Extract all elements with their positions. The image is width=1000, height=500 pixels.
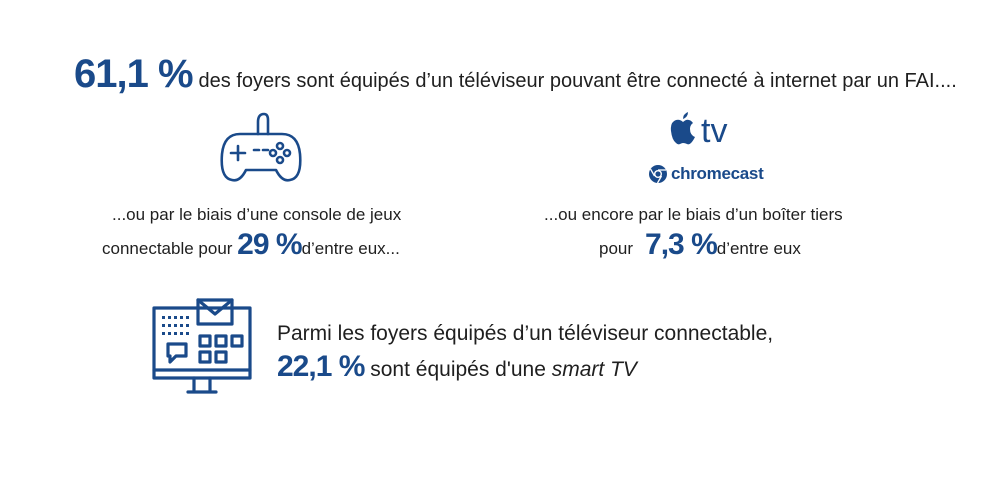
console-prefix: connectable pour xyxy=(102,239,233,258)
appletv-logo: tv xyxy=(670,112,727,150)
console-line1: ...ou par le biais d’une console de jeux xyxy=(112,205,402,224)
console-suffix: d’entre eux... xyxy=(301,239,400,258)
smart-tv-line1: Parmi les foyers équipés d’un téléviseur… xyxy=(277,322,774,345)
console-line2: connectable pour 29 %d’entre eux... xyxy=(102,228,400,262)
box-line2: pour 7,3 %d’entre eux xyxy=(599,228,801,262)
chromecast-logo: chromecast xyxy=(648,164,764,184)
box-line1: ...ou encore par le biais d’un boîter ti… xyxy=(544,205,843,224)
computer-mail-icon xyxy=(152,298,252,394)
box-prefix: pour xyxy=(599,239,634,258)
smart-tv-stat: 22,1 % xyxy=(277,350,365,383)
appletv-text: tv xyxy=(701,112,727,150)
smart-tv-italic: smart TV xyxy=(551,358,637,381)
smart-tv-line2: 22,1 % sont équipés d'une smart TV xyxy=(277,350,637,384)
box-stat: 7,3 % xyxy=(645,228,718,261)
smart-tv-text: sont équipés d'une xyxy=(370,358,546,381)
console-stat: 29 % xyxy=(237,228,302,261)
headline: 61,1 % des foyers sont équipés d’un télév… xyxy=(74,52,957,97)
chromecast-label: chromecast xyxy=(671,164,764,183)
apple-icon xyxy=(670,112,695,145)
gamepad-icon xyxy=(220,112,302,182)
chromecast-icon xyxy=(649,165,667,184)
box-suffix: d’entre eux xyxy=(716,239,801,258)
headline-stat: 61,1 % xyxy=(74,52,194,96)
headline-text: des foyers sont équipés d’un téléviseur … xyxy=(198,70,957,92)
